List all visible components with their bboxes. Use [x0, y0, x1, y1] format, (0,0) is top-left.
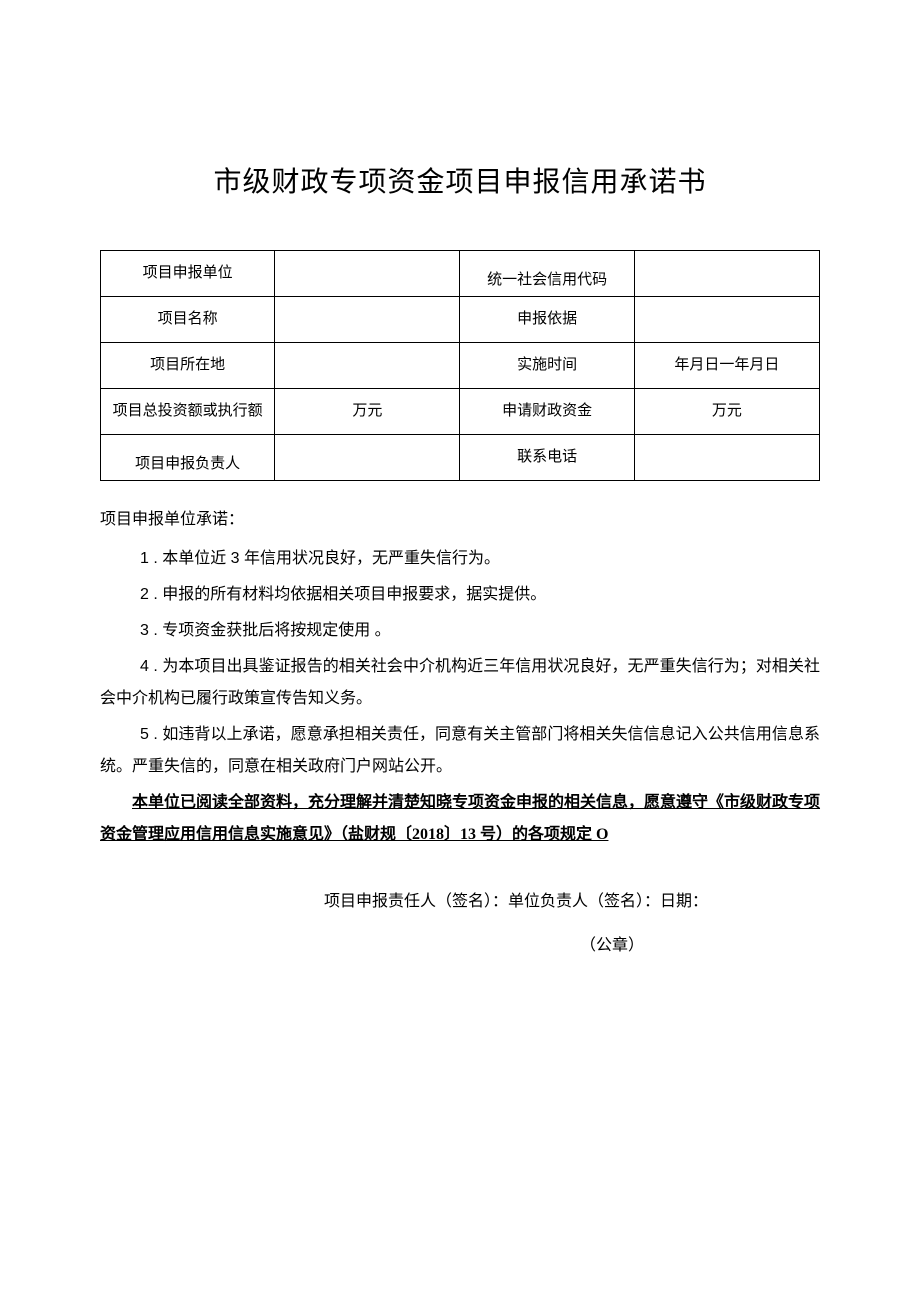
- document-title: 市级财政专项资金项目申报信用承诺书: [100, 160, 820, 200]
- value-credit-code: [634, 251, 819, 297]
- value-phone: [634, 435, 819, 481]
- label-credit-code: 统一社会信用代码: [460, 251, 634, 297]
- value-apply-fund: 万元: [634, 389, 819, 435]
- commitment-item-3: 3 . 专项资金获批后将按规定使用 。: [100, 615, 820, 647]
- table-row: 项目所在地 实施时间 年月日一年月日: [101, 343, 820, 389]
- label-responsible: 项目申报负责人: [101, 435, 275, 481]
- value-project-name: [275, 297, 460, 343]
- table-row: 项目名称 申报依据: [101, 297, 820, 343]
- commitment-item-2: 2 . 申报的所有材料均依据相关项目申报要求，据实提供。: [100, 579, 820, 611]
- label-location: 项目所在地: [101, 343, 275, 389]
- value-period: 年月日一年月日: [634, 343, 819, 389]
- table-row: 项目申报单位 统一社会信用代码: [101, 251, 820, 297]
- commitment-item-5: 5 . 如违背以上承诺，愿意承担相关责任，同意有关主管部门将相关失信信息记入公共…: [100, 719, 820, 783]
- label-apply-fund: 申请财政资金: [460, 389, 634, 435]
- value-basis: [634, 297, 819, 343]
- commitment-item-1: 1 . 本单位近 3 年信用状况良好，无严重失信行为。: [100, 543, 820, 575]
- label-basis: 申报依据: [460, 297, 634, 343]
- value-applicant-unit: [275, 251, 460, 297]
- label-period: 实施时间: [460, 343, 634, 389]
- value-investment: 万元: [275, 389, 460, 435]
- commitment-list: 1 . 本单位近 3 年信用状况良好，无严重失信行为。 2 . 申报的所有材料均…: [100, 543, 820, 783]
- signature-line: 项目申报责任人（签名）：单位负责人（签名）：日期：: [100, 887, 820, 911]
- application-form-table: 项目申报单位 统一社会信用代码 项目名称 申报依据 项目所在地 实施时间 年月日…: [100, 250, 820, 481]
- commitment-intro: 项目申报单位承诺：: [100, 505, 820, 529]
- table-row: 项目申报负责人 联系电话: [101, 435, 820, 481]
- label-phone: 联系电话: [460, 435, 634, 481]
- value-responsible: [275, 435, 460, 481]
- declaration-statement: 本单位已阅读全部资料，充分理解并清楚知晓专项资金申报的相关信息，愿意遵守《市级财…: [100, 787, 820, 851]
- label-applicant-unit: 项目申报单位: [101, 251, 275, 297]
- seal-line: （公章）: [100, 931, 820, 955]
- commitment-item-4: 4 . 为本项目出具鉴证报告的相关社会中介机构近三年信用状况良好，无严重失信行为…: [100, 651, 820, 715]
- label-investment: 项目总投资额或执行额: [101, 389, 275, 435]
- table-row: 项目总投资额或执行额 万元 申请财政资金 万元: [101, 389, 820, 435]
- value-location: [275, 343, 460, 389]
- label-project-name: 项目名称: [101, 297, 275, 343]
- signature-block: 项目申报责任人（签名）：单位负责人（签名）：日期： （公章）: [100, 887, 820, 955]
